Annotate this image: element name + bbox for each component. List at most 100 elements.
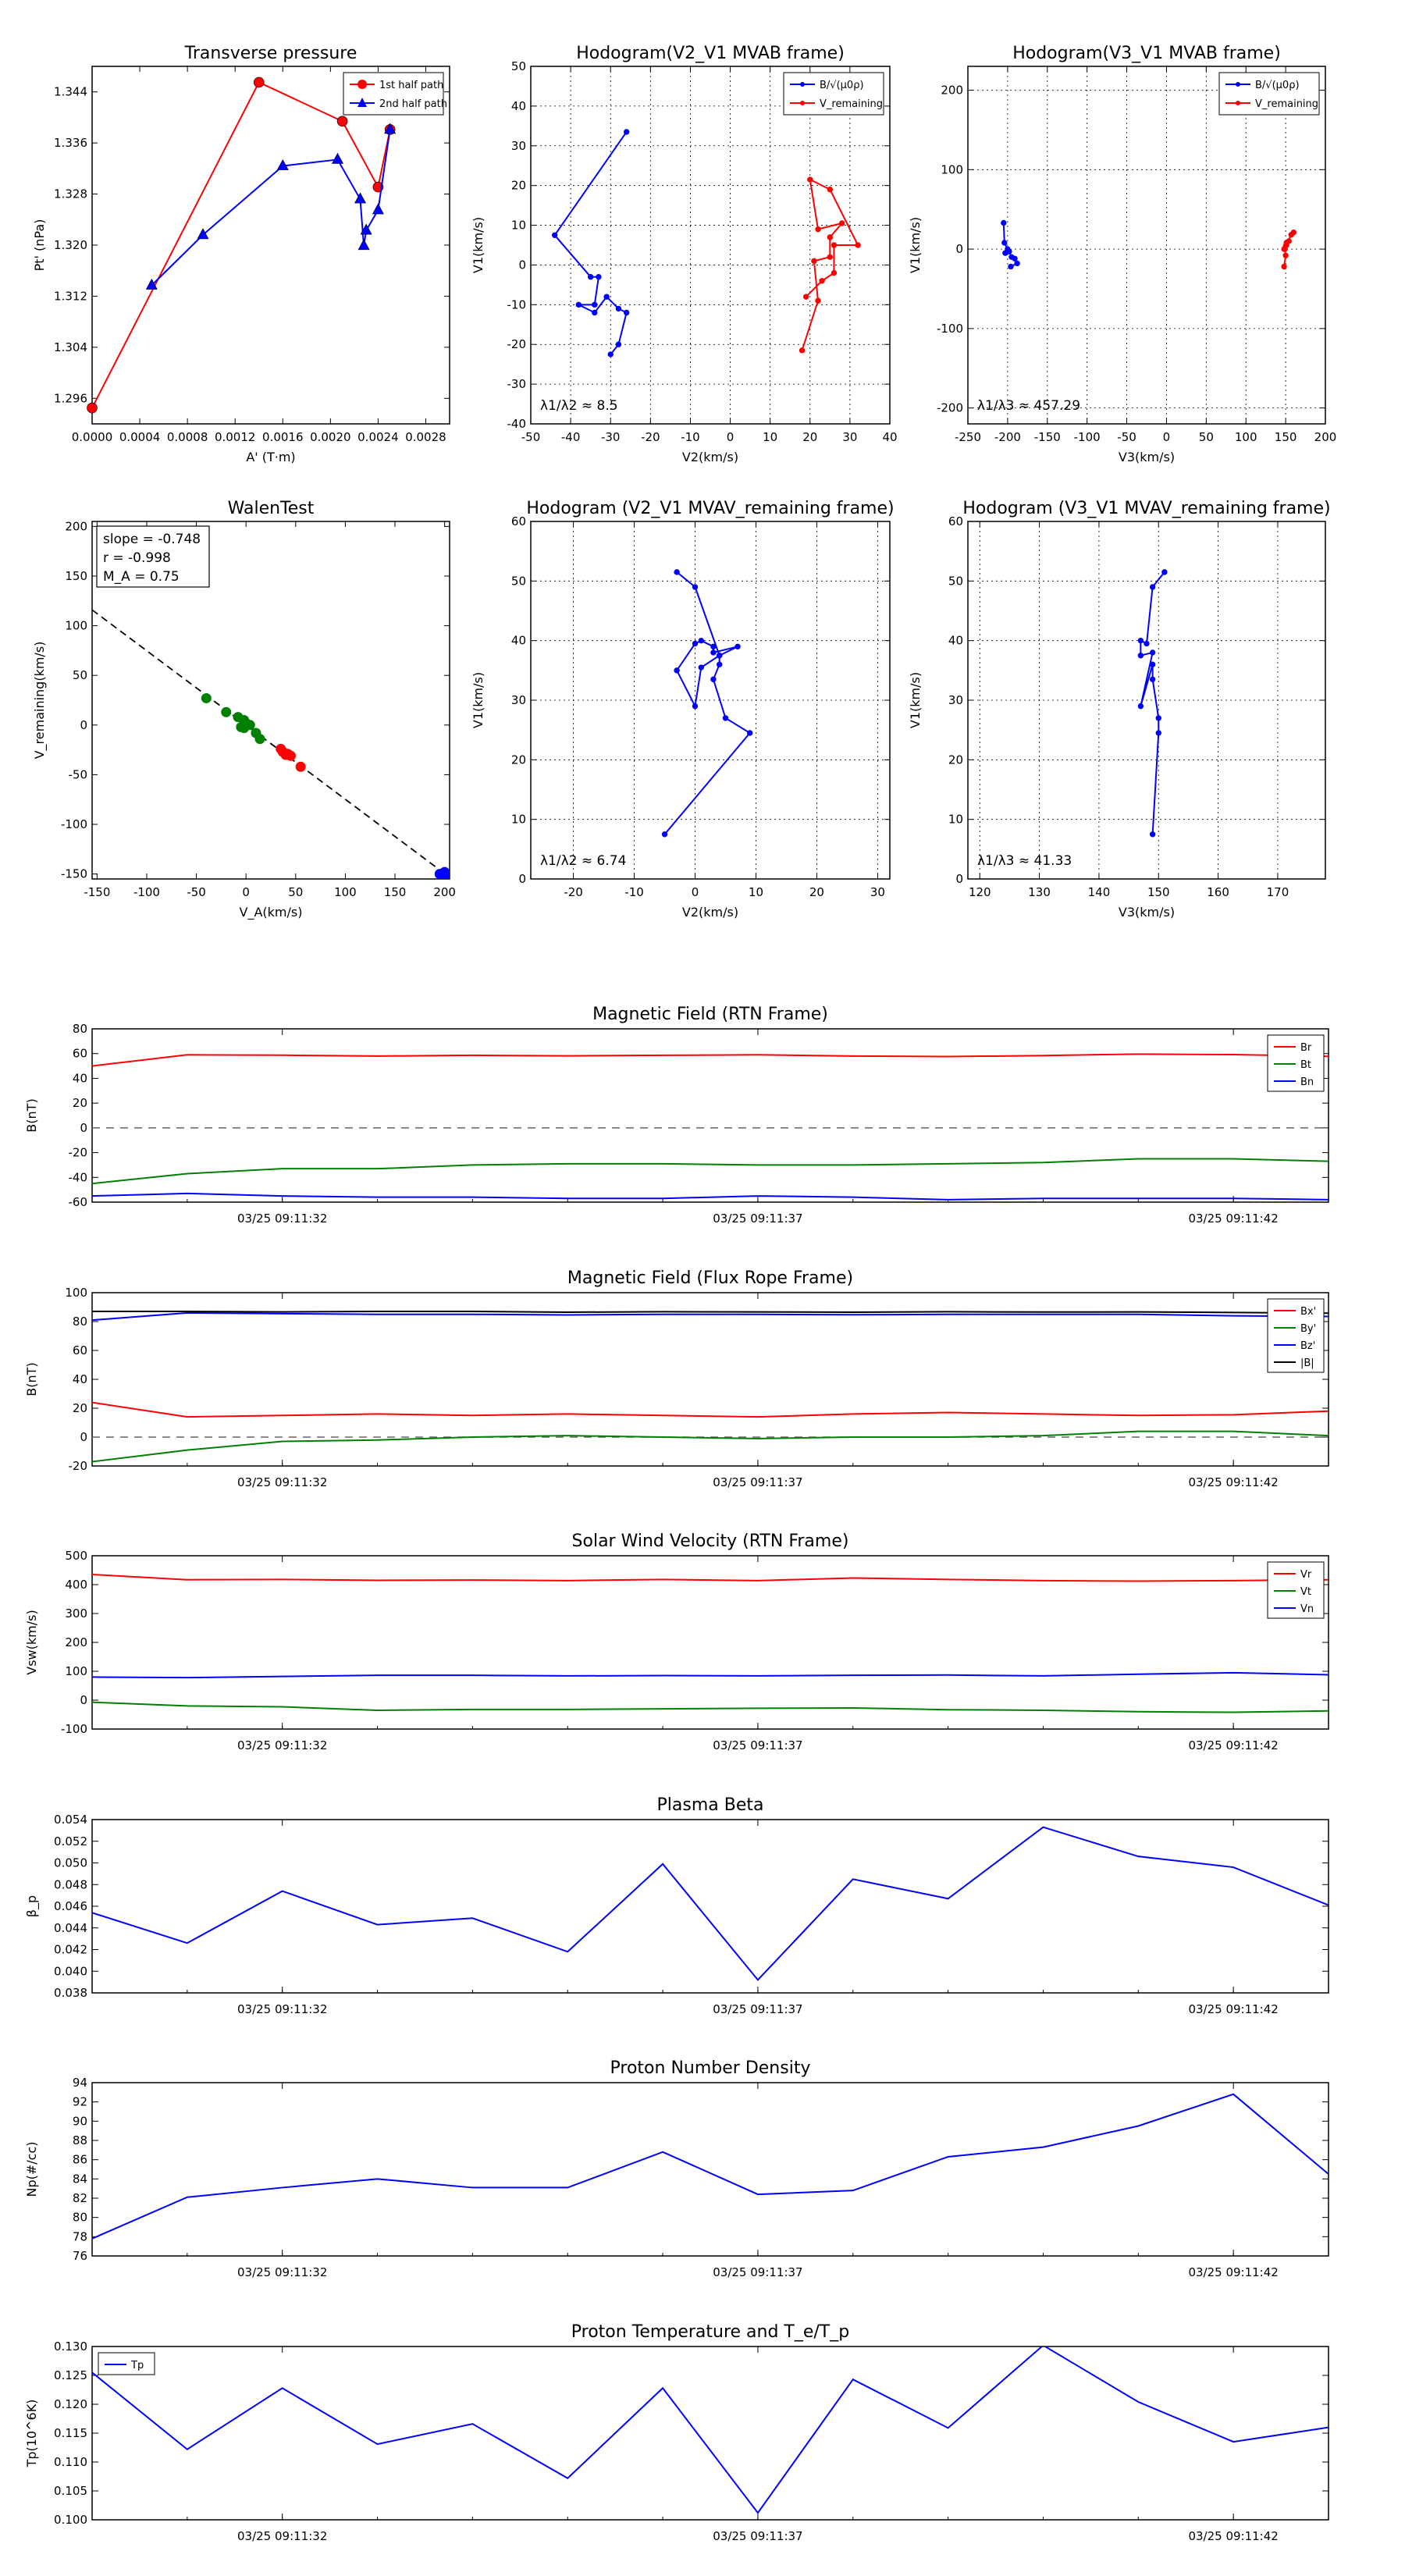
data-point: [1286, 238, 1292, 244]
y-axis-label: Tp(10^6K): [24, 2400, 39, 2468]
chart-title: Transverse pressure: [184, 44, 357, 63]
stats-line: slope = -0.748: [103, 532, 201, 547]
data-point: [87, 402, 98, 414]
x-tick-label: 0.0020: [310, 430, 351, 444]
x-tick-label: 120: [969, 885, 991, 899]
data-point: [1290, 229, 1297, 236]
legend-marker: [357, 98, 367, 107]
y-tick-label: 40: [511, 99, 526, 113]
y-tick-label: 0.038: [54, 1986, 87, 2000]
data-point: [1281, 263, 1287, 270]
y-tick-label: 0: [955, 872, 963, 886]
stats-box: [96, 525, 210, 588]
legend-label: V_remaining: [820, 98, 883, 110]
plot-frame: [530, 66, 891, 425]
legend-label: |B|: [1300, 1357, 1314, 1369]
y-tick-label: 92: [73, 2095, 87, 2109]
x-tick-label: 03/25 09:11:42: [1188, 1738, 1278, 1752]
series-line-Vt: [92, 1701, 1329, 1713]
x-tick-label: 0.0012: [215, 430, 256, 444]
y-tick-label: 100: [941, 162, 963, 176]
y-axis-label: V1(km/s): [471, 672, 486, 728]
x-tick-label: -50: [187, 885, 206, 899]
x-tick-label: -50: [1117, 430, 1136, 444]
y-tick-label: 60: [73, 1343, 87, 1357]
data-point: [1001, 219, 1007, 226]
y-tick-label: 300: [65, 1606, 87, 1621]
y-tick-label: 0.105: [54, 2484, 87, 2498]
x-tick-label: 30: [870, 885, 885, 899]
y-axis-label: Np(#/cc): [24, 2142, 39, 2197]
plot-frame: [91, 1819, 1329, 1994]
data-point: [1149, 584, 1156, 590]
y-tick-label: 80: [73, 2211, 87, 2225]
y-tick-label: 1.312: [54, 289, 87, 303]
x-tick-label: 130: [1028, 885, 1051, 899]
y-tick-label: 0.040: [54, 1964, 87, 1978]
y-tick-label: 0.120: [54, 2397, 87, 2411]
series-line-Np: [92, 2093, 1329, 2240]
data-point: [692, 584, 699, 590]
data-point: [592, 309, 598, 316]
y-tick-label: -150: [61, 867, 87, 881]
data-point: [331, 152, 343, 164]
data-point: [1137, 637, 1144, 644]
data-point: [596, 274, 602, 280]
y-tick-label: 50: [511, 59, 526, 73]
series-line-Vn: [92, 1671, 1329, 1679]
y-tick-label: 60: [948, 514, 963, 528]
data-point: [354, 192, 367, 204]
plot-frame: [91, 2346, 1329, 2521]
y-tick-label: 0.048: [54, 1877, 87, 1891]
x-tick-label: 10: [763, 430, 777, 444]
y-tick-label: 0: [80, 1693, 87, 1707]
chart-title: Hodogram (V2_V1 MVAV_remaining frame): [526, 499, 894, 518]
data-point: [221, 706, 232, 717]
data-point: [815, 297, 821, 304]
stats-line: M_A = 0.75: [103, 569, 180, 585]
data-point: [1282, 252, 1289, 258]
y-tick-label: 0.115: [54, 2426, 87, 2440]
legend-label: Bx': [1300, 1306, 1316, 1318]
x-tick-label: 200: [433, 885, 456, 899]
data-point: [360, 223, 372, 235]
data-point: [1001, 240, 1008, 246]
data-point: [623, 129, 630, 135]
x-tick-label: 0.0008: [167, 430, 208, 444]
y-tick-label: 10: [511, 813, 526, 827]
y-tick-label: -30: [507, 377, 527, 391]
y-tick-label: 60: [73, 1047, 87, 1061]
y-tick-label: 0: [80, 1121, 87, 1135]
series-line-beta: [92, 1826, 1329, 1981]
x-tick-label: 20: [802, 430, 817, 444]
x-tick-label: 0.0028: [405, 430, 446, 444]
x-axis-label: V_A(km/s): [240, 905, 303, 920]
data-point: [855, 242, 861, 248]
x-tick-label: -150: [84, 885, 110, 899]
legend-label: By': [1300, 1323, 1316, 1335]
series-line-Bx': [92, 1401, 1329, 1418]
y-tick-label: 50: [511, 574, 526, 588]
legend-box: [1218, 72, 1320, 116]
x-tick-label: 0: [727, 430, 735, 444]
y-tick-label: 20: [73, 1096, 87, 1110]
x-tick-label: 03/25 09:11:42: [1188, 1475, 1278, 1489]
x-tick-label: 0.0000: [72, 430, 113, 444]
legend-marker: [800, 101, 805, 105]
annotation-text: λ1/λ3 ≈ 41.33: [977, 853, 1072, 869]
data-point: [1281, 246, 1287, 252]
y-tick-label: 10: [948, 813, 963, 827]
legend-marker: [1236, 101, 1240, 105]
data-point: [607, 351, 614, 358]
chart-8: -100 0 100 200 300 400 500 03/25 09:11:32 03/25 …: [24, 1532, 1329, 1752]
x-tick-label: -100: [133, 885, 160, 899]
legend-label: Tp: [130, 2360, 144, 2371]
x-axis-label: V2(km/s): [682, 905, 738, 920]
y-tick-label: 76: [73, 2249, 87, 2263]
data-point: [710, 643, 717, 649]
y-axis-label: V1(km/s): [471, 217, 486, 273]
data-point: [285, 750, 296, 761]
y-axis-label: V1(km/s): [908, 672, 923, 728]
data-point: [1006, 248, 1012, 254]
series-line-1: [151, 129, 391, 286]
